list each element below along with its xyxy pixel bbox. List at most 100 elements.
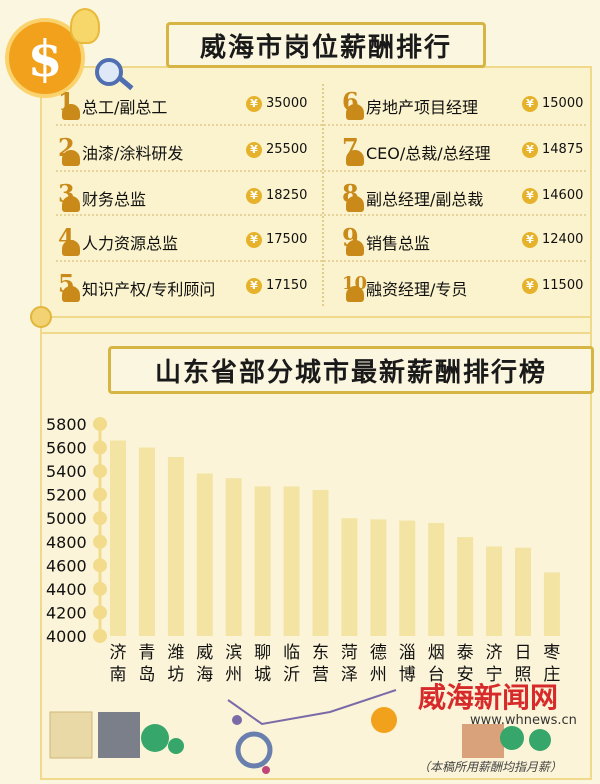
salary-value: 11500 bbox=[542, 278, 584, 293]
gear-icon bbox=[235, 731, 273, 769]
x-tick-label: 济宁 bbox=[486, 643, 503, 685]
job-name: 人力资源总监 bbox=[82, 234, 179, 253]
bar bbox=[283, 486, 300, 636]
x-tick-label: 泰安 bbox=[457, 643, 474, 685]
y-tick-marker bbox=[93, 558, 107, 573]
job-name: 总工/副总工 bbox=[82, 98, 168, 117]
bar bbox=[514, 547, 531, 636]
x-tick-label: 聊城 bbox=[254, 643, 271, 685]
y-tick-marker bbox=[93, 464, 107, 479]
bar bbox=[110, 440, 126, 636]
yen-icon: ¥ bbox=[522, 232, 538, 248]
row-separator bbox=[56, 170, 586, 172]
y-tick-label: 5800 bbox=[46, 415, 87, 434]
salary-value: 14600 bbox=[542, 188, 584, 203]
salary-value: 12400 bbox=[542, 232, 584, 247]
job-name: 融资经理/专员 bbox=[366, 280, 468, 299]
x-tick-label: 滨州 bbox=[225, 643, 242, 685]
yen-icon: ¥ bbox=[246, 96, 262, 112]
salary-value: 18250 bbox=[266, 188, 308, 203]
salary-value: 14875 bbox=[542, 142, 584, 157]
y-tick-marker bbox=[93, 581, 107, 596]
footer-note: （本稿所用薪酬均指月薪） bbox=[418, 760, 563, 774]
y-tick-marker bbox=[93, 534, 107, 549]
y-tick-label: 4200 bbox=[46, 603, 87, 622]
yen-icon: ¥ bbox=[522, 96, 538, 112]
job-name: 油漆/涂料研发 bbox=[82, 144, 184, 163]
watermark-url: www.whnews.cn bbox=[470, 713, 577, 728]
x-tick-label: 潍坊 bbox=[167, 643, 184, 685]
x-tick-label: 淄博 bbox=[399, 643, 416, 685]
job-salary-panel bbox=[40, 66, 592, 318]
bar bbox=[341, 518, 358, 636]
y-tick-label: 5200 bbox=[46, 486, 87, 505]
y-tick-label: 4600 bbox=[46, 556, 87, 575]
x-tick-label: 济南 bbox=[110, 643, 127, 685]
chart-title-box: 山东省部分城市最新薪酬排行榜 bbox=[108, 346, 594, 394]
trend-dot bbox=[232, 715, 242, 725]
person-icon bbox=[62, 196, 80, 212]
x-tick-label: 青岛 bbox=[138, 643, 155, 685]
building-right bbox=[462, 724, 504, 758]
y-tick-label: 5600 bbox=[46, 439, 87, 458]
bar bbox=[428, 522, 445, 636]
person-icon bbox=[346, 286, 364, 302]
job-salary-title: 威海市岗位薪酬排行 bbox=[199, 32, 452, 63]
bar bbox=[399, 520, 416, 636]
person-icon bbox=[62, 150, 80, 166]
x-tick-label: 东营 bbox=[312, 643, 329, 685]
salary-value: 17150 bbox=[266, 278, 308, 293]
lightbulb-icon bbox=[70, 8, 100, 44]
y-tick-marker bbox=[93, 511, 107, 526]
row-separator bbox=[56, 124, 586, 126]
magnifier-icon bbox=[95, 58, 123, 86]
y-tick-marker bbox=[93, 629, 107, 643]
bar bbox=[370, 519, 387, 636]
bar bbox=[543, 572, 560, 636]
job-name: 房地产项目经理 bbox=[366, 98, 479, 117]
job-name: 销售总监 bbox=[366, 234, 431, 253]
person-icon bbox=[62, 104, 80, 120]
trend-dot bbox=[262, 766, 270, 774]
yen-icon: ¥ bbox=[246, 278, 262, 294]
job-salary-title-box: 威海市岗位薪酬排行 bbox=[166, 22, 486, 68]
person-icon bbox=[62, 240, 80, 256]
building-dark bbox=[98, 712, 140, 758]
bar bbox=[167, 456, 184, 636]
x-tick-label: 临沂 bbox=[283, 643, 300, 685]
y-tick-label: 4800 bbox=[46, 533, 87, 552]
yen-icon: ¥ bbox=[522, 278, 538, 294]
tree-right-2-icon bbox=[529, 729, 551, 751]
person-icon bbox=[346, 240, 364, 256]
salary-value: 15000 bbox=[542, 96, 584, 111]
building-left bbox=[49, 711, 93, 759]
person-icon bbox=[346, 150, 364, 166]
y-tick-marker bbox=[93, 605, 107, 620]
bar bbox=[225, 478, 242, 636]
row-separator bbox=[56, 260, 586, 262]
bar bbox=[196, 473, 213, 636]
trend-line bbox=[227, 689, 397, 726]
x-tick-label: 威海 bbox=[196, 643, 213, 685]
x-tick-label: 烟台 bbox=[428, 643, 445, 685]
y-tick-label: 4400 bbox=[46, 580, 87, 599]
small-bulb-icon bbox=[30, 306, 52, 328]
y-tick-marker bbox=[93, 417, 107, 431]
person-icon bbox=[62, 286, 80, 302]
bar bbox=[457, 537, 474, 636]
salary-value: 25500 bbox=[266, 142, 308, 157]
row-separator bbox=[56, 214, 586, 216]
yen-icon: ¥ bbox=[246, 142, 262, 158]
tree-icon bbox=[141, 724, 169, 752]
salary-value: 17500 bbox=[266, 232, 308, 247]
person-icon bbox=[346, 196, 364, 212]
tree-small-icon bbox=[168, 738, 184, 754]
chart-title: 山东省部分城市最新薪酬排行榜 bbox=[154, 357, 547, 388]
yen-icon: ¥ bbox=[522, 142, 538, 158]
dollar-symbol: $ bbox=[27, 28, 63, 88]
bar bbox=[312, 489, 329, 636]
y-tick-marker bbox=[93, 487, 107, 502]
yen-icon: ¥ bbox=[246, 188, 262, 204]
